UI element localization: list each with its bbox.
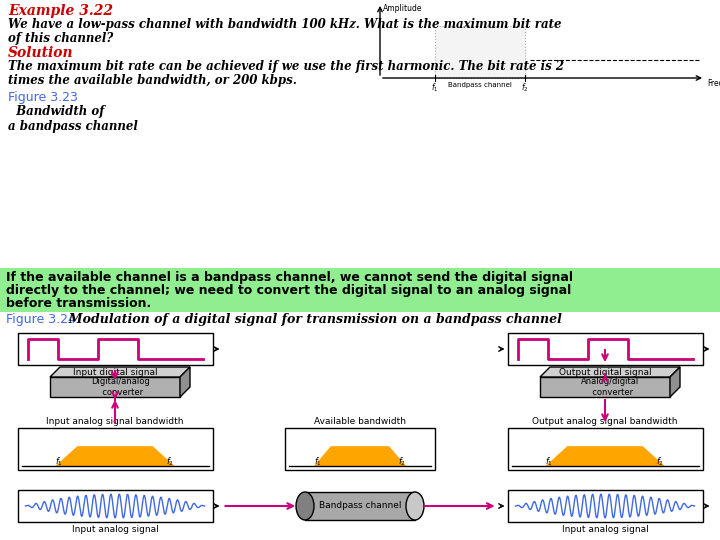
Text: Figure 3.23: Figure 3.23 — [8, 91, 78, 104]
Bar — [435, 26, 525, 78]
Text: If the available channel is a bandpass channel, we cannot send the digital signa: If the available channel is a bandpass c… — [6, 271, 573, 284]
Bar — [540, 377, 670, 397]
Text: $f_2$: $f_2$ — [657, 456, 665, 468]
Text: Input digital signal: Input digital signal — [73, 368, 157, 377]
Text: Digital/analog
  converter: Digital/analog converter — [91, 377, 149, 397]
Bar — [508, 490, 703, 522]
Text: We have a low-pass channel with bandwidth 100 kHz. What is the maximum bit rate: We have a low-pass channel with bandwidt… — [8, 18, 562, 31]
Text: $f_1$: $f_1$ — [55, 456, 63, 468]
Bar — [508, 428, 703, 470]
Text: Frequency: Frequency — [707, 79, 720, 88]
Text: $f_2$: $f_2$ — [166, 456, 174, 468]
Bar — [508, 333, 703, 365]
Text: $f_1$: $f_1$ — [314, 456, 322, 468]
Text: Input analog signal: Input analog signal — [71, 525, 158, 534]
Text: directly to the channel; we need to convert the digital signal to an analog sign: directly to the channel; we need to conv… — [6, 284, 571, 297]
Polygon shape — [50, 367, 190, 377]
Text: Bandpass channel: Bandpass channel — [448, 82, 512, 88]
Bar — [285, 428, 435, 470]
Bar — [17, 490, 212, 522]
Bar — [0, 268, 720, 312]
Ellipse shape — [406, 492, 424, 520]
Text: of this channel?: of this channel? — [8, 32, 113, 45]
Text: Available bandwidth: Available bandwidth — [314, 417, 406, 426]
Text: $f_1$: $f_1$ — [546, 456, 554, 468]
Text: Solution: Solution — [8, 46, 73, 60]
Text: Input analog signal: Input analog signal — [562, 525, 649, 534]
Text: Input analog signal bandwidth: Input analog signal bandwidth — [46, 417, 184, 426]
Text: $f_1$: $f_1$ — [431, 82, 438, 94]
Text: Analog/digital
  converter: Analog/digital converter — [581, 377, 639, 397]
Text: before transmission.: before transmission. — [6, 297, 151, 310]
Bar — [17, 333, 212, 365]
Polygon shape — [540, 367, 680, 377]
Text: Output analog signal bandwidth: Output analog signal bandwidth — [532, 417, 678, 426]
Text: The maximum bit rate can be achieved if we use the first harmonic. The bit rate : The maximum bit rate can be achieved if … — [8, 60, 564, 73]
Text: a bandpass channel: a bandpass channel — [8, 120, 138, 133]
Bar — [305, 492, 415, 520]
Text: $f_2$: $f_2$ — [521, 82, 528, 94]
Text: Modulation of a digital signal for transmission on a bandpass channel: Modulation of a digital signal for trans… — [60, 313, 562, 326]
Polygon shape — [180, 367, 190, 397]
Text: Example 3.22: Example 3.22 — [8, 4, 113, 18]
Polygon shape — [56, 447, 174, 466]
Text: Amplitude: Amplitude — [383, 4, 423, 13]
Text: Bandwidth of: Bandwidth of — [8, 105, 104, 118]
Polygon shape — [546, 447, 664, 466]
Text: Bandpass channel: Bandpass channel — [319, 502, 401, 510]
Ellipse shape — [296, 492, 314, 520]
Text: Figure 3.24: Figure 3.24 — [6, 313, 76, 326]
Text: $f_2$: $f_2$ — [398, 456, 406, 468]
Text: Output digital signal: Output digital signal — [559, 368, 652, 377]
Polygon shape — [315, 447, 405, 466]
Bar — [17, 428, 212, 470]
Text: times the available bandwidth, or 200 kbps.: times the available bandwidth, or 200 kb… — [8, 74, 297, 87]
Bar — [50, 377, 180, 397]
Polygon shape — [670, 367, 680, 397]
